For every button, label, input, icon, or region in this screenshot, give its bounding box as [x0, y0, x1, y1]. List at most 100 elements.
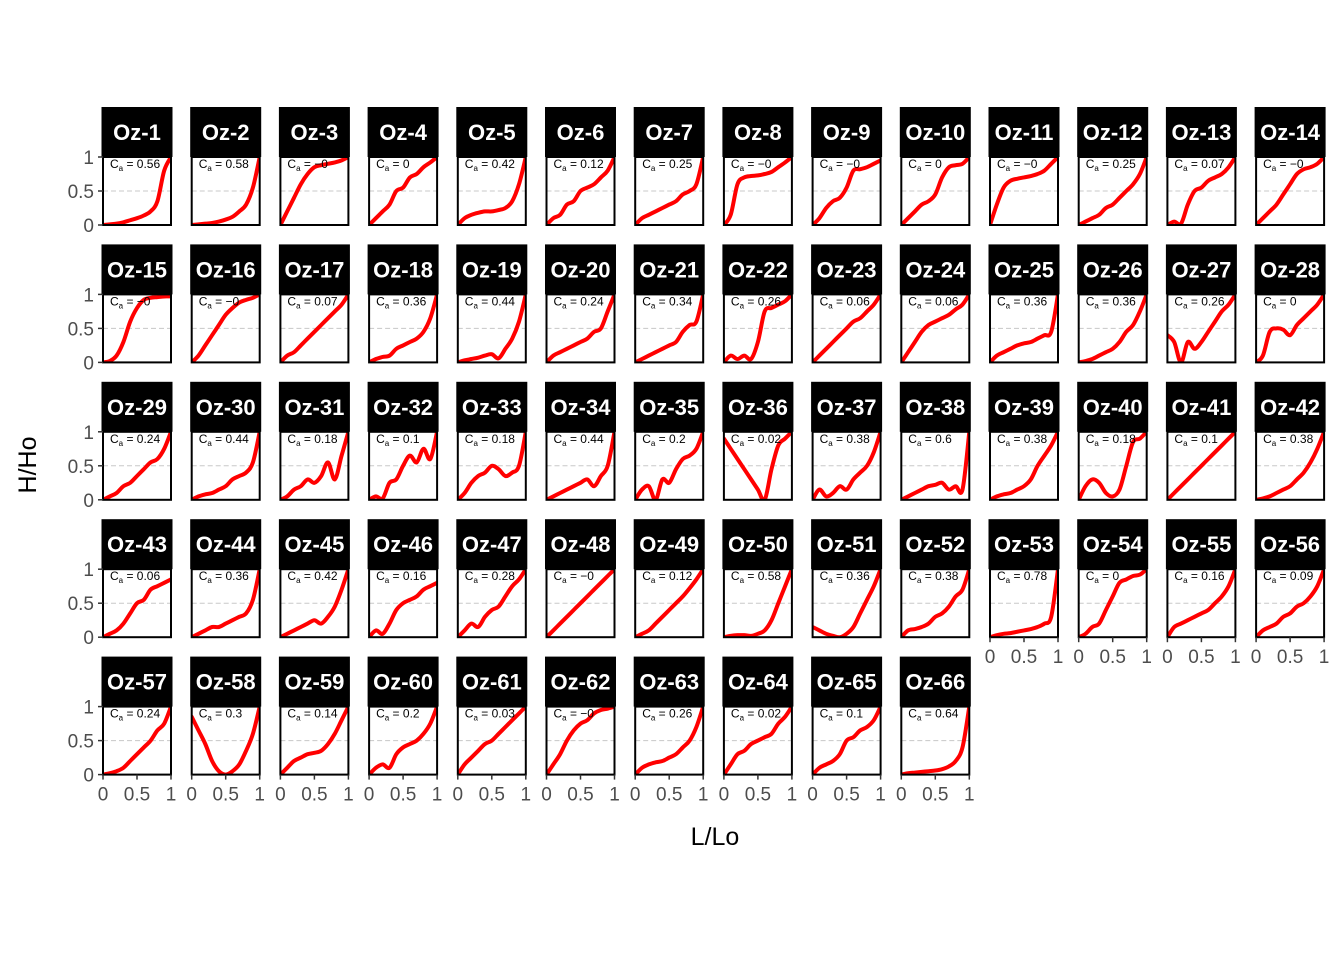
- series-line: [280, 294, 349, 363]
- facet-strip: [367, 107, 439, 157]
- facet-strip: [988, 107, 1060, 157]
- ca-annotation: Ca = 0.2: [376, 707, 420, 723]
- facet-strip-label: Oz-65: [817, 670, 877, 695]
- facet-strip: [899, 381, 971, 432]
- series-line: [812, 158, 881, 225]
- panel-border: [368, 430, 439, 501]
- facet-panel: Oz-8 Ca = −0: [722, 107, 794, 226]
- facet-strip-label: Oz-15: [107, 257, 167, 282]
- facet-strip: [101, 519, 173, 570]
- facet-panel: Oz-11 Ca = −0: [988, 107, 1060, 226]
- facet-strip-label: Oz-62: [551, 670, 611, 695]
- facet-panel: Oz-50 Ca = 0.58: [722, 519, 794, 639]
- ca-annotation: Ca = 0.6: [908, 432, 952, 448]
- facet-strip: [278, 519, 350, 570]
- panel-border: [1077, 430, 1148, 501]
- facet-strip: [101, 107, 173, 157]
- facet-panel: Oz-26 Ca = 0.36: [1077, 244, 1149, 364]
- facet-panel: Oz-55 Ca = 0.16 0 0.5 1: [1162, 519, 1241, 668]
- facet-strip: [545, 244, 616, 295]
- facet-strip: [1077, 381, 1149, 432]
- series-line: [103, 577, 171, 638]
- facet-strip: [278, 107, 350, 157]
- series-line: [1167, 431, 1236, 500]
- facet-strip: [633, 519, 705, 570]
- panel-border: [722, 293, 793, 364]
- panel-border: [811, 293, 882, 364]
- ca-annotation: Ca = 0.03: [465, 707, 515, 723]
- facet-strip: [190, 244, 262, 295]
- facet-strip-label: Oz-30: [196, 395, 256, 420]
- series-line: [1167, 294, 1236, 363]
- panel-border: [456, 568, 527, 639]
- facet-strip-label: Oz-42: [1260, 395, 1320, 420]
- panel-border: [900, 156, 971, 226]
- x-tick-label: 0: [98, 785, 109, 806]
- facet-strip-label: Oz-55: [1171, 532, 1231, 557]
- facet-strip: [722, 381, 794, 432]
- panel-border: [811, 156, 882, 226]
- facet-strip-label: Oz-17: [284, 257, 344, 282]
- x-tick-label: 1: [1053, 647, 1064, 668]
- facet-panel: Oz-34 Ca = 0.44: [545, 381, 616, 501]
- facet-panel: Oz-10 Ca = 0: [899, 107, 971, 226]
- facet-panel: Oz-42 Ca = 0.38: [1254, 381, 1326, 501]
- series-line: [635, 706, 704, 775]
- facet-strip-label: Oz-35: [639, 395, 699, 420]
- facet-strip: [899, 519, 971, 570]
- facet-strip-label: Oz-6: [557, 120, 605, 145]
- facet-panel: Oz-33 Ca = 0.18: [456, 381, 528, 501]
- facet-panel: Oz-17 Ca = 0.07: [278, 244, 350, 364]
- series-line: [1256, 157, 1325, 225]
- x-tick-label: 0: [896, 785, 907, 806]
- ca-annotation: Ca = 0.36: [376, 294, 426, 310]
- facet-strip-label: Oz-12: [1083, 120, 1143, 145]
- y-tick-label: 0: [83, 353, 94, 374]
- series-line: [546, 706, 615, 775]
- facet-panel: Oz-21 Ca = 0.34: [633, 244, 705, 364]
- facet-panel: Oz-60 Ca = 0.2 0 0.5 1: [364, 656, 442, 806]
- series-line: [546, 157, 615, 225]
- facet-strip: [190, 656, 262, 707]
- ca-annotation: Ca = 0.1: [376, 432, 420, 448]
- ca-annotation: Ca = 0.16: [376, 569, 426, 585]
- panel-border: [190, 568, 261, 639]
- x-tick-label: 0: [719, 785, 730, 806]
- x-tick-label: 1: [521, 785, 532, 806]
- facet-strip: [811, 656, 883, 707]
- facet-strip-label: Oz-22: [728, 257, 788, 282]
- series-line: [1256, 569, 1325, 638]
- series-line: [1078, 294, 1147, 363]
- series-line: [1256, 431, 1325, 500]
- panel-border: [279, 293, 350, 364]
- ca-annotation: Ca = −0: [554, 707, 595, 723]
- ca-annotation: Ca = 0.18: [465, 432, 515, 448]
- x-tick-label: 0.5: [301, 785, 327, 806]
- facet-strip: [456, 244, 528, 295]
- series-line: [723, 706, 792, 775]
- facet-strip-label: Oz-54: [1083, 532, 1144, 557]
- x-tick-label: 0.5: [479, 785, 505, 806]
- y-tick-label: 0.5: [68, 319, 94, 340]
- facet-strip: [278, 244, 350, 295]
- facet-strip: [811, 107, 883, 157]
- facet-panel: Oz-7 Ca = 0.25: [633, 107, 705, 226]
- facet-panel: Oz-53 Ca = 0.78 0 0.5 1: [985, 519, 1064, 668]
- y-tick-label: 0.5: [68, 182, 94, 203]
- facet-panel: Oz-2 Ca = 0.58: [190, 107, 262, 226]
- facet-strip: [1165, 244, 1237, 295]
- ca-annotation: Ca = 0.38: [997, 432, 1047, 448]
- series-line: [457, 706, 526, 775]
- series-line: [812, 431, 881, 500]
- y-tick-label: 1: [83, 698, 94, 719]
- facet-strip: [101, 381, 173, 432]
- ca-annotation: Ca = 0.09: [1263, 569, 1313, 585]
- facet-strip: [988, 381, 1060, 432]
- series-line: [812, 294, 881, 363]
- ca-annotation: Ca = 0.06: [908, 294, 958, 310]
- panel-border: [989, 430, 1059, 501]
- x-tick-label: 1: [343, 785, 354, 806]
- facet-strip: [988, 519, 1060, 570]
- series-line: [457, 157, 526, 225]
